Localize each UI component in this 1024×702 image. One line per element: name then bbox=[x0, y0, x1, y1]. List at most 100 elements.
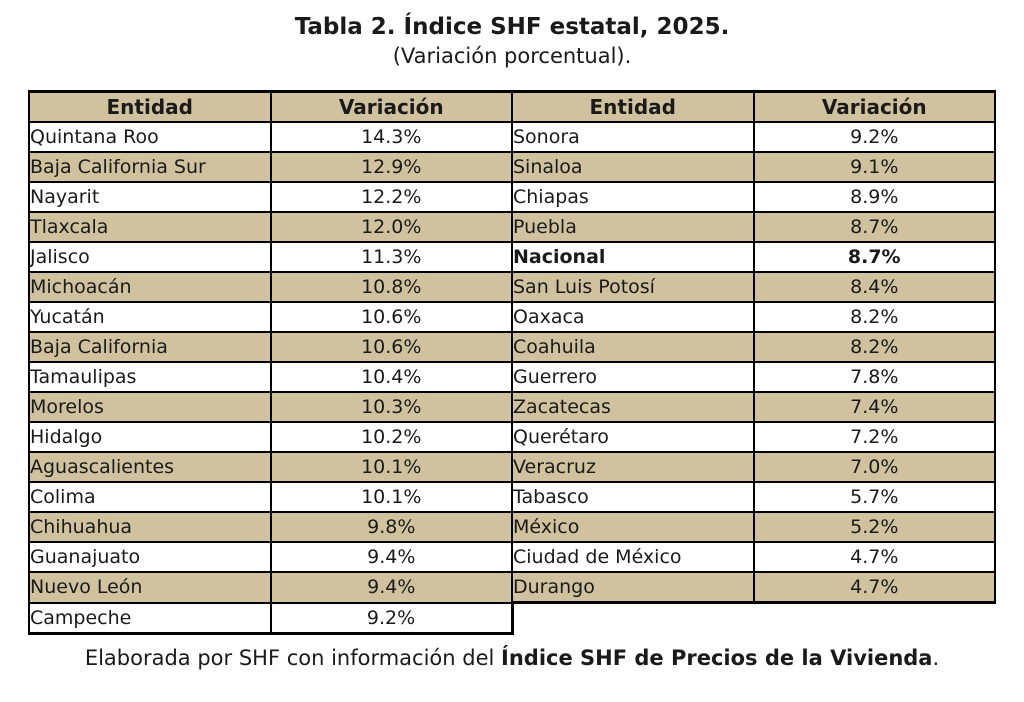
entity-cell: Nuevo León bbox=[28, 571, 272, 604]
empty-cell bbox=[512, 602, 754, 633]
source-note-prefix: Elaborada por SHF con información del bbox=[84, 646, 502, 670]
empty-cell bbox=[753, 602, 995, 633]
variation-cell: 14.3% bbox=[269, 121, 513, 153]
entity-cell: Yucatán bbox=[28, 301, 272, 333]
variation-cell: 9.8% bbox=[269, 511, 513, 543]
table-row: Campeche 9.2% bbox=[28, 601, 995, 635]
entity-cell: Ciudad de México bbox=[511, 541, 755, 573]
entity-cell: Sonora bbox=[511, 121, 755, 153]
variation-cell: 9.4% bbox=[269, 571, 513, 604]
entity-cell: Sinaloa bbox=[511, 151, 755, 183]
variation-cell: 5.7% bbox=[752, 481, 996, 513]
variation-cell: 10.8% bbox=[269, 271, 513, 303]
entity-cell: Michoacán bbox=[28, 271, 272, 303]
variation-cell: 7.8% bbox=[752, 361, 996, 393]
header-row: Entidad Variación Entidad Variación bbox=[28, 90, 996, 123]
entity-cell: Hidalgo bbox=[28, 421, 272, 453]
table-row: Aguascalientes 10.1% Veracruz 7.0% bbox=[28, 451, 996, 483]
variation-cell: 12.2% bbox=[269, 181, 513, 213]
variation-cell: 10.4% bbox=[269, 361, 513, 393]
variation-cell: 10.6% bbox=[269, 301, 513, 333]
variation-cell: 10.3% bbox=[269, 391, 513, 423]
table-row: Hidalgo 10.2% Querétaro 7.2% bbox=[28, 421, 996, 453]
variation-cell: 4.7% bbox=[752, 571, 996, 604]
table-row: Michoacán 10.8% San Luis Potosí 8.4% bbox=[28, 271, 996, 303]
variation-cell: 8.2% bbox=[752, 301, 996, 333]
entity-cell: Querétaro bbox=[511, 421, 755, 453]
variation-cell: 8.7% bbox=[752, 241, 996, 273]
variation-cell: 4.7% bbox=[752, 541, 996, 573]
table-row: Chihuahua 9.8% México 5.2% bbox=[28, 511, 996, 543]
entity-cell: Nayarit bbox=[28, 181, 272, 213]
entity-cell: Oaxaca bbox=[511, 301, 755, 333]
entity-cell: Chiapas bbox=[511, 181, 755, 213]
source-note: Elaborada por SHF con información del Ín… bbox=[0, 646, 1024, 670]
entity-cell: Durango bbox=[511, 571, 755, 604]
header-variation-right: Variación bbox=[752, 90, 996, 123]
header-entity-left: Entidad bbox=[28, 90, 272, 123]
table-row: Baja California Sur 12.9% Sinaloa 9.1% bbox=[28, 151, 996, 183]
shf-state-index-table: Entidad Variación Entidad Variación Quin… bbox=[28, 90, 996, 635]
variation-cell: 12.0% bbox=[269, 211, 513, 243]
entity-cell: Puebla bbox=[511, 211, 755, 243]
variation-cell: 9.1% bbox=[752, 151, 996, 183]
variation-cell: 9.2% bbox=[752, 121, 996, 153]
entity-cell: Chihuahua bbox=[28, 511, 272, 543]
table-row: Baja California 10.6% Coahuila 8.2% bbox=[28, 331, 996, 363]
entity-cell: Tlaxcala bbox=[28, 211, 272, 243]
table-row: Nuevo León 9.4% Durango 4.7% bbox=[28, 571, 996, 604]
entity-cell: Tamaulipas bbox=[28, 361, 272, 393]
table-row: Colima 10.1% Tabasco 5.7% bbox=[28, 481, 996, 513]
entity-cell: Guanajuato bbox=[28, 541, 272, 573]
source-note-suffix: . bbox=[932, 646, 940, 670]
variation-cell: 8.7% bbox=[752, 211, 996, 243]
table-row: Tamaulipas 10.4% Guerrero 7.8% bbox=[28, 361, 996, 393]
entity-cell: Tabasco bbox=[511, 481, 755, 513]
table-row: Jalisco 11.3% Nacional 8.7% bbox=[28, 241, 996, 273]
variation-cell: 10.1% bbox=[269, 451, 513, 483]
entity-cell: Baja California Sur bbox=[28, 151, 272, 183]
entity-cell: Quintana Roo bbox=[28, 121, 272, 153]
variation-cell: 10.2% bbox=[269, 421, 513, 453]
table-header: Entidad Variación Entidad Variación bbox=[28, 90, 996, 123]
entity-cell: Morelos bbox=[28, 391, 272, 423]
entity-cell: Zacatecas bbox=[511, 391, 755, 423]
variation-cell: 11.3% bbox=[269, 241, 513, 273]
variation-cell: 8.9% bbox=[752, 181, 996, 213]
table-row: Quintana Roo 14.3% Sonora 9.2% bbox=[28, 121, 996, 153]
table-row: Yucatán 10.6% Oaxaca 8.2% bbox=[28, 301, 996, 333]
variation-cell: 7.4% bbox=[752, 391, 996, 423]
header-entity-right: Entidad bbox=[511, 90, 755, 123]
table-row: Guanajuato 9.4% Ciudad de México 4.7% bbox=[28, 541, 996, 573]
entity-cell: San Luis Potosí bbox=[511, 271, 755, 303]
variation-cell: 10.6% bbox=[269, 331, 513, 363]
variation-cell: 7.0% bbox=[752, 451, 996, 483]
variation-cell: 7.2% bbox=[752, 421, 996, 453]
entity-cell: Veracruz bbox=[511, 451, 755, 483]
variation-cell: 8.4% bbox=[752, 271, 996, 303]
table-row: Nayarit 12.2% Chiapas 8.9% bbox=[28, 181, 996, 213]
entity-cell: Colima bbox=[28, 481, 272, 513]
entity-cell: Guerrero bbox=[511, 361, 755, 393]
variation-cell: 9.2% bbox=[269, 601, 514, 635]
variation-cell: 8.2% bbox=[752, 331, 996, 363]
variation-cell: 9.4% bbox=[269, 541, 513, 573]
variation-cell: 10.1% bbox=[269, 481, 513, 513]
entity-cell: Coahuila bbox=[511, 331, 755, 363]
table-body: Quintana Roo 14.3% Sonora 9.2% Baja Californ… bbox=[28, 121, 996, 635]
entity-cell: Nacional bbox=[511, 241, 755, 273]
variation-cell: 5.2% bbox=[752, 511, 996, 543]
variation-cell: 12.9% bbox=[269, 151, 513, 183]
header-variation-left: Variación bbox=[269, 90, 513, 123]
entity-cell: Jalisco bbox=[28, 241, 272, 273]
entity-cell: Baja California bbox=[28, 331, 272, 363]
entity-cell: México bbox=[511, 511, 755, 543]
source-note-bold: Índice SHF de Precios de la Vivienda bbox=[501, 646, 933, 670]
table-row: Tlaxcala 12.0% Puebla 8.7% bbox=[28, 211, 996, 243]
entity-cell: Aguascalientes bbox=[28, 451, 272, 483]
page-title: Tabla 2. Índice SHF estatal, 2025. bbox=[294, 14, 730, 40]
table-row: Morelos 10.3% Zacatecas 7.4% bbox=[28, 391, 996, 423]
entity-cell: Campeche bbox=[28, 601, 272, 635]
page-subtitle: (Variación porcentual). bbox=[392, 44, 632, 68]
